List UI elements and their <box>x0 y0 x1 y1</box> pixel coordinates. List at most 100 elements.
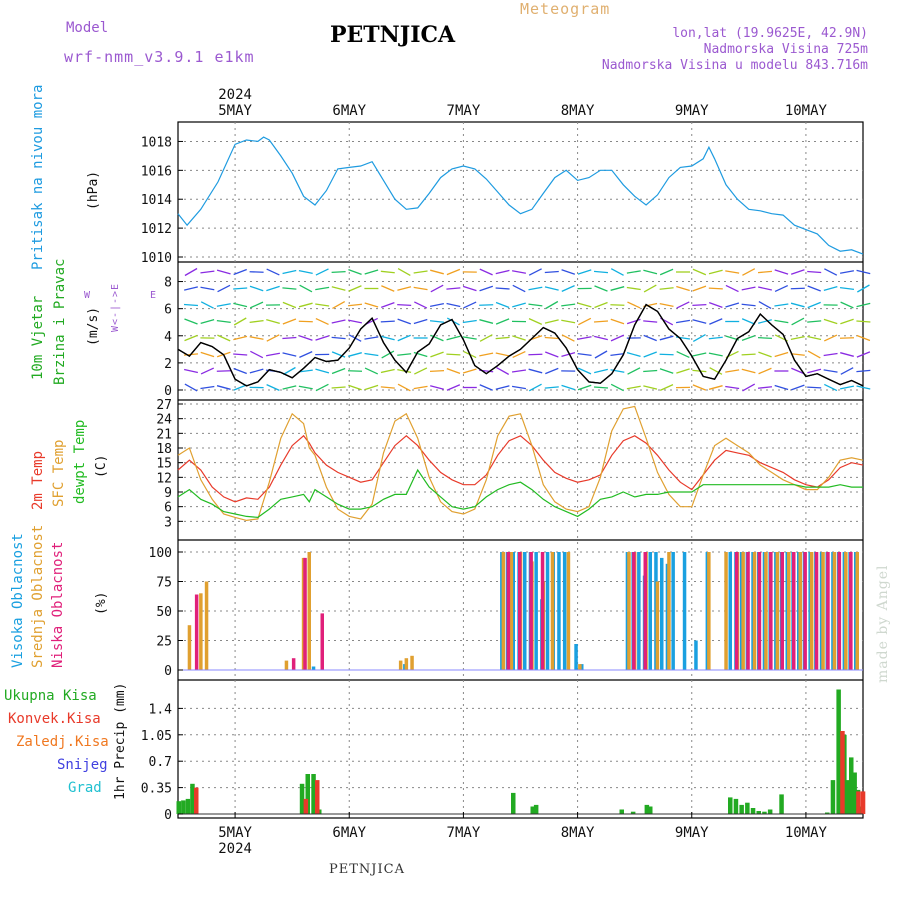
bar-cloud <box>410 655 414 670</box>
wind-arrow <box>414 301 428 309</box>
y-tick-label: 15 <box>156 457 172 472</box>
day-label-bottom: 10MAY <box>785 825 828 841</box>
wind-arrow <box>282 385 297 390</box>
wind-arrow <box>429 369 445 373</box>
wind-arrow <box>446 384 461 391</box>
wind-arrow <box>495 352 510 357</box>
bar-cloud <box>724 552 728 670</box>
precip-legend-1: Konvek.Kisa <box>8 711 101 727</box>
bar-precip <box>739 804 744 814</box>
wind-arrow <box>184 383 198 392</box>
wind-arrow <box>807 335 822 341</box>
bar-series-cloud-2 <box>194 552 853 670</box>
wind-arrow <box>790 269 805 275</box>
wind-arrow <box>233 353 248 356</box>
bar-cloud <box>284 660 289 670</box>
temp-ylabel-0: 2m Temp <box>30 451 46 510</box>
wind-arrows <box>183 267 871 392</box>
wind-arrow <box>397 353 412 356</box>
wind-arrow <box>315 335 330 341</box>
wind-arrow <box>184 267 198 277</box>
y-tick-label: 1016 <box>141 164 172 179</box>
wind-arrow <box>331 270 346 274</box>
wind-arrow <box>856 302 871 308</box>
wind-arrow <box>758 319 772 324</box>
bar-precip <box>533 804 539 814</box>
wind-arrow <box>249 336 264 340</box>
bar-precip <box>530 806 535 814</box>
y-tick-label: 1018 <box>141 135 172 150</box>
wind-arrow <box>774 303 789 307</box>
wind-arrow <box>233 384 247 391</box>
wind-arrow <box>577 269 592 275</box>
bar-cloud <box>734 552 739 670</box>
bar-cloud <box>518 552 522 670</box>
station-title: PETNJICA <box>330 22 456 48</box>
wind-arrow <box>790 336 805 340</box>
wind-arrow <box>544 319 559 324</box>
day-label-bottom: 7MAY <box>447 825 481 841</box>
wind-arrow <box>446 335 461 341</box>
wind-arrow <box>627 367 641 375</box>
wind-arrow <box>298 302 313 308</box>
bar-cloud <box>311 666 316 670</box>
bar-precip <box>849 757 854 814</box>
wind-arrow <box>610 383 624 392</box>
wind-arrow <box>839 287 855 290</box>
wind-arrow <box>774 351 789 358</box>
wind-arrow <box>233 302 248 308</box>
wind-arrow <box>692 285 707 292</box>
wind-arrow <box>266 334 280 342</box>
temp-unit: (C) <box>94 455 109 478</box>
wind-arrow <box>511 369 527 373</box>
y-tick-label: 75 <box>156 576 172 591</box>
bar-cloud <box>320 613 324 670</box>
wind-arrow <box>561 384 576 391</box>
wind-arrow <box>725 284 739 293</box>
wind-arrow <box>512 302 526 308</box>
wind-arrow <box>708 336 723 340</box>
wind-arrow <box>348 384 362 391</box>
wind-arrow <box>741 334 756 342</box>
bar-cloud <box>523 552 527 670</box>
wind-arrow <box>380 301 395 309</box>
wind-arrow <box>217 284 231 293</box>
bar-cloud <box>303 557 307 670</box>
wind-arrow <box>233 268 247 276</box>
day-label-bottom: 5MAY <box>218 825 252 841</box>
wind-arrow <box>528 383 542 392</box>
wind-arrow <box>578 317 592 326</box>
wind-speed-line <box>177 303 864 387</box>
wind-arrow <box>561 303 576 307</box>
wind-arrow <box>823 285 838 292</box>
wind-arrow <box>282 318 297 325</box>
wind-arrow <box>774 284 789 293</box>
bar-cloud <box>849 552 853 670</box>
bar-cloud <box>837 552 842 670</box>
wind-arrow <box>643 284 657 293</box>
bar-cloud <box>809 552 814 670</box>
wind-arrow <box>610 353 625 356</box>
wind-arrow <box>692 334 706 342</box>
wind-arrow <box>266 268 280 276</box>
day-label-bottom: 6MAY <box>332 825 366 841</box>
wind-arrow <box>266 384 280 391</box>
wind-arrow <box>216 303 231 307</box>
bar-precip <box>194 787 199 814</box>
bar-precip <box>830 780 836 814</box>
bar-precip <box>511 792 516 814</box>
bar-precip <box>619 809 624 814</box>
wind-arrow <box>626 318 641 325</box>
wind-arrow <box>758 367 772 375</box>
wind-arrow <box>593 270 609 274</box>
wind-arrow <box>856 320 871 323</box>
wind-arrow <box>331 319 346 324</box>
bar-cloud <box>187 625 192 670</box>
bar-precip <box>181 800 186 814</box>
wind-arrow <box>659 335 674 341</box>
pressure-ylabel: Pritisak na nivou mora <box>30 85 46 270</box>
wind-arrow <box>528 368 543 374</box>
y-tick-label: 24 <box>156 413 172 428</box>
wind-arrow <box>348 319 362 324</box>
model-label: Model <box>66 20 109 36</box>
